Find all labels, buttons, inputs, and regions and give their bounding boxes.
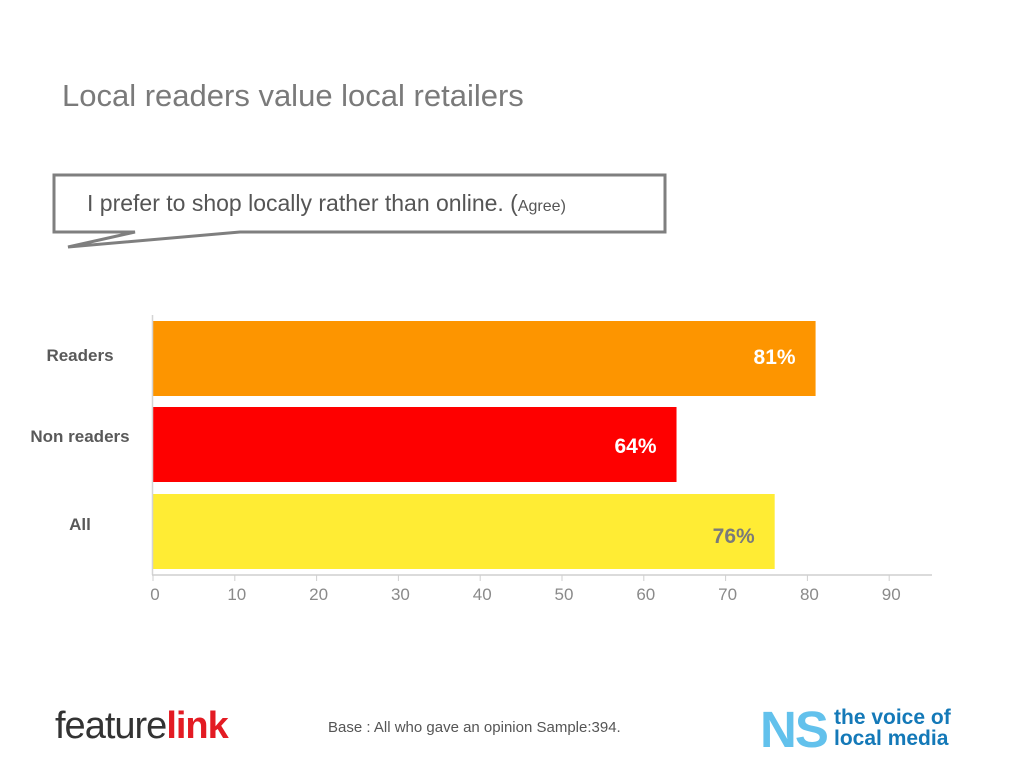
- category-label: Non readers: [30, 427, 129, 446]
- x-tick-label: 90: [882, 585, 901, 604]
- bar-chart-svg: 0 10 20 30 40 50 60 70 80 90 Readers Non readers All…: [30, 315, 932, 604]
- closing-paren: ): [560, 198, 566, 215]
- x-tick-label: 30: [391, 585, 410, 604]
- bar: [153, 407, 677, 482]
- x-tick-label: 70: [718, 585, 737, 604]
- logo-text-feature: feature: [55, 705, 167, 747]
- logo-text-link: link: [166, 705, 228, 747]
- bar-chart: 0 10 20 30 40 50 60 70 80 90 Readers Non readers All…: [0, 300, 1024, 620]
- x-tick-label: 20: [309, 585, 328, 604]
- survey-statement: I prefer to shop locally rather than onl…: [87, 190, 566, 217]
- ns-mark: NS: [760, 701, 829, 758]
- ns-tagline-line1: the voice of: [834, 706, 951, 729]
- bar: [153, 321, 816, 396]
- x-tick-label: 50: [555, 585, 574, 604]
- ns-logo: NS the voice of local media: [760, 701, 980, 758]
- x-tick-label: 10: [227, 585, 246, 604]
- ns-tagline-line2: local media: [834, 727, 949, 750]
- ns-tagline: the voice of local media: [834, 707, 951, 749]
- x-tick-label: 60: [636, 585, 655, 604]
- category-label: All: [69, 515, 91, 534]
- agree-label: Agree: [517, 198, 561, 215]
- statement-text: I prefer to shop locally rather than onl…: [87, 190, 518, 216]
- bar: [153, 494, 775, 569]
- category-label: Readers: [46, 346, 113, 365]
- x-tick-label: 40: [473, 585, 492, 604]
- x-tick-label: 80: [800, 585, 819, 604]
- featurelink-logo: featurelink: [55, 705, 229, 748]
- value-label: 76%: [713, 525, 755, 548]
- value-label: 81%: [754, 346, 796, 369]
- page-title: Local readers value local retailers: [62, 78, 524, 113]
- speech-bubble: I prefer to shop locally rather than onl…: [50, 172, 670, 252]
- speech-bubble-shape: [52, 173, 667, 249]
- base-footnote: Base : All who gave an opinion Sample:39…: [328, 719, 621, 736]
- x-tick-label: 0: [150, 585, 159, 604]
- value-label: 64%: [614, 435, 656, 458]
